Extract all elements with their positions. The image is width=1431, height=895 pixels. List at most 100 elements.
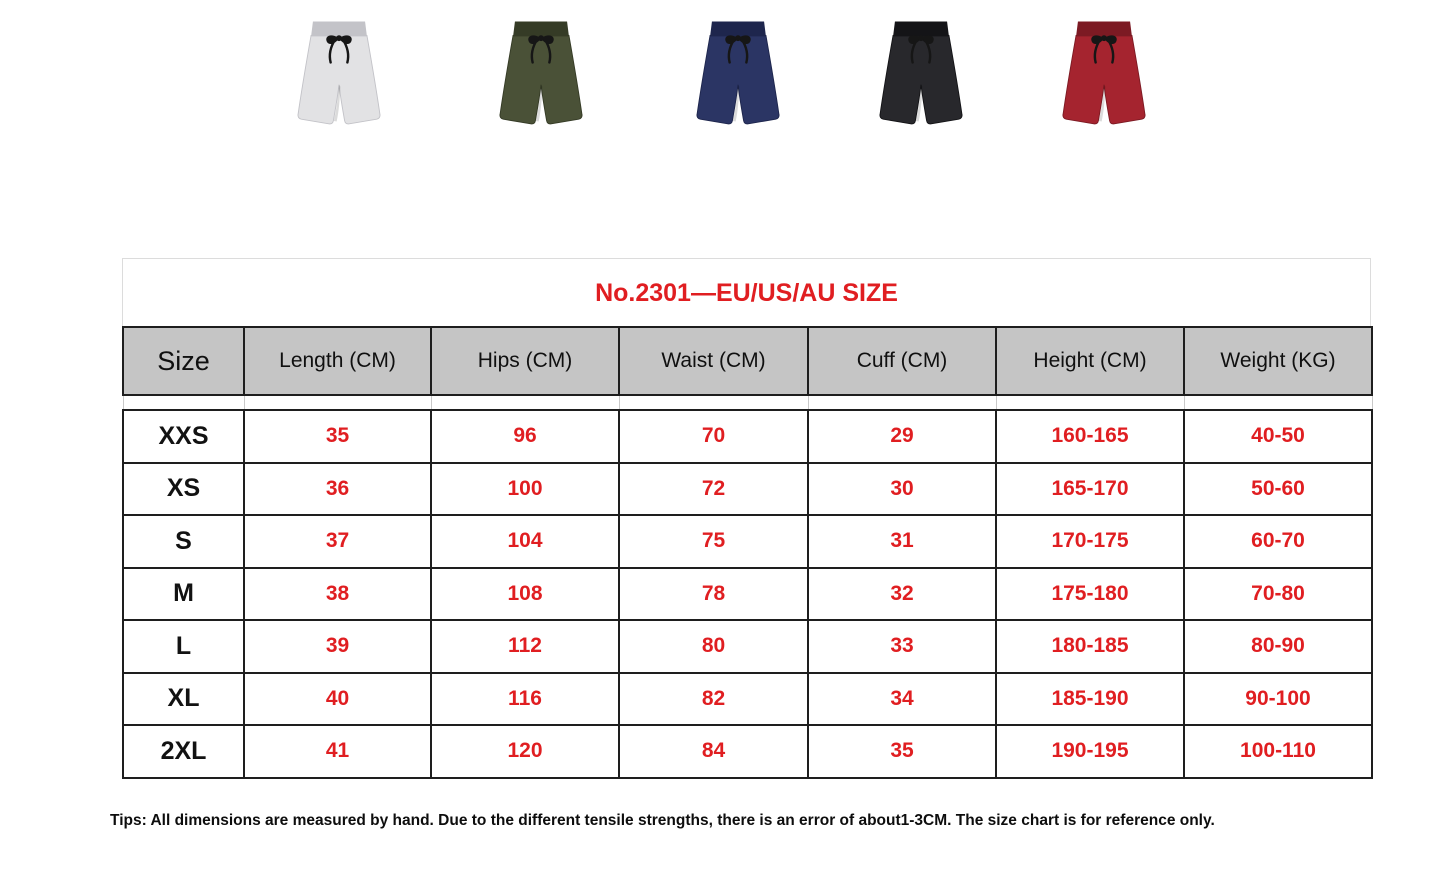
size-row-xs: XS 36 100 72 30 165-170 50-60 — [122, 461, 1373, 516]
spacer-cell — [807, 394, 997, 411]
shorts-crease-shadow — [333, 84, 341, 122]
cell-length: 36 — [243, 461, 432, 516]
spacer-cell — [243, 394, 432, 411]
footnote: Tips: All dimensions are measured by han… — [110, 812, 1215, 829]
shorts-illustration — [1062, 21, 1146, 125]
cell-cuff: 34 — [807, 671, 997, 726]
shorts-crease-shadow — [535, 84, 543, 122]
cell-cuff: 31 — [807, 514, 997, 569]
cell-hips: 112 — [430, 619, 620, 674]
cell-length: 40 — [243, 671, 432, 726]
cell-cuff: 30 — [807, 461, 997, 516]
cell-size: XS — [122, 461, 245, 516]
cell-waist: 78 — [618, 566, 809, 621]
size-row-xl: XL 40 116 82 34 185-190 90-100 — [122, 671, 1373, 726]
size-row-s: S 37 104 75 31 170-175 60-70 — [122, 514, 1373, 569]
cell-size: 2XL — [122, 724, 245, 779]
cell-weight: 70-80 — [1183, 566, 1373, 621]
cell-waist: 84 — [618, 724, 809, 779]
column-header-cuff: Cuff (CM) — [807, 326, 997, 396]
cell-cuff: 33 — [807, 619, 997, 674]
cell-waist: 75 — [618, 514, 809, 569]
shorts-illustration — [879, 21, 963, 125]
shorts-waistband — [893, 21, 949, 37]
cell-weight: 40-50 — [1183, 409, 1373, 464]
product-photo-dark-red-shorts — [1048, 14, 1160, 136]
column-header-weight: Weight (KG) — [1183, 326, 1373, 396]
cell-cuff: 32 — [807, 566, 997, 621]
spacer-cell — [122, 394, 245, 411]
shorts-crease-shadow — [732, 84, 740, 122]
product-gallery — [0, 0, 1431, 170]
table-header-row: Size Length (CM) Hips (CM) Waist (CM) Cu… — [122, 326, 1373, 396]
cell-length: 39 — [243, 619, 432, 674]
cell-height: 160-165 — [995, 409, 1185, 464]
shorts-waistband — [1076, 21, 1132, 37]
cell-hips: 116 — [430, 671, 620, 726]
size-table: Size Length (CM) Hips (CM) Waist (CM) Cu… — [122, 326, 1373, 779]
cell-length: 41 — [243, 724, 432, 779]
shorts-crease-shadow — [915, 84, 923, 122]
size-row-m: M 38 108 78 32 175-180 70-80 — [122, 566, 1373, 621]
size-row-l: L 39 112 80 33 180-185 80-90 — [122, 619, 1373, 674]
shorts-waistband — [311, 21, 367, 37]
column-header-hips: Hips (CM) — [430, 326, 620, 396]
cell-length: 37 — [243, 514, 432, 569]
cell-height: 185-190 — [995, 671, 1185, 726]
shorts-crease-shadow — [1098, 84, 1106, 122]
shorts-body — [696, 34, 780, 125]
spacer-cell — [995, 394, 1185, 411]
drawstring — [725, 35, 751, 64]
cell-hips: 120 — [430, 724, 620, 779]
cell-height: 190-195 — [995, 724, 1185, 779]
cell-cuff: 35 — [807, 724, 997, 779]
cell-height: 165-170 — [995, 461, 1185, 516]
cell-weight: 60-70 — [1183, 514, 1373, 569]
spacer-row — [122, 394, 1373, 411]
product-photo-navy-blue-shorts — [682, 14, 794, 136]
column-header-height: Height (CM) — [995, 326, 1185, 396]
cell-height: 170-175 — [995, 514, 1185, 569]
drawstring — [1091, 35, 1117, 64]
cell-weight: 100-110 — [1183, 724, 1373, 779]
cell-length: 35 — [243, 409, 432, 464]
cell-size: M — [122, 566, 245, 621]
cell-weight: 50-60 — [1183, 461, 1373, 516]
shorts-illustration — [499, 21, 583, 125]
cell-hips: 104 — [430, 514, 620, 569]
cell-size: XXS — [122, 409, 245, 464]
column-header-waist: Waist (CM) — [618, 326, 809, 396]
cell-size: XL — [122, 671, 245, 726]
cell-waist: 72 — [618, 461, 809, 516]
shorts-body — [879, 34, 963, 125]
product-photo-army-green-shorts — [485, 14, 597, 136]
cell-size: S — [122, 514, 245, 569]
shorts-body — [1062, 34, 1146, 125]
cell-height: 175-180 — [995, 566, 1185, 621]
cell-cuff: 29 — [807, 409, 997, 464]
shorts-waistband — [710, 21, 766, 37]
cell-weight: 80-90 — [1183, 619, 1373, 674]
size-row-2xl: 2XL 41 120 84 35 190-195 100-110 — [122, 724, 1373, 779]
product-photo-black-shorts — [865, 14, 977, 136]
drawstring — [528, 35, 554, 64]
cell-length: 38 — [243, 566, 432, 621]
cell-waist: 82 — [618, 671, 809, 726]
cell-weight: 90-100 — [1183, 671, 1373, 726]
spacer-cell — [618, 394, 809, 411]
cell-waist: 80 — [618, 619, 809, 674]
cell-waist: 70 — [618, 409, 809, 464]
size-row-xxs: XXS 35 96 70 29 160-165 40-50 — [122, 409, 1373, 464]
drawstring — [908, 35, 934, 64]
size-chart: No.2301—EU/US/AU SIZE Size Length (CM) H… — [122, 258, 1373, 779]
cell-height: 180-185 — [995, 619, 1185, 674]
shorts-illustration — [297, 21, 381, 125]
column-header-length: Length (CM) — [243, 326, 432, 396]
cell-size: L — [122, 619, 245, 674]
cell-hips: 96 — [430, 409, 620, 464]
product-photo-white-shorts — [283, 14, 395, 136]
cell-hips: 100 — [430, 461, 620, 516]
spacer-cell — [430, 394, 620, 411]
shorts-waistband — [513, 21, 569, 37]
